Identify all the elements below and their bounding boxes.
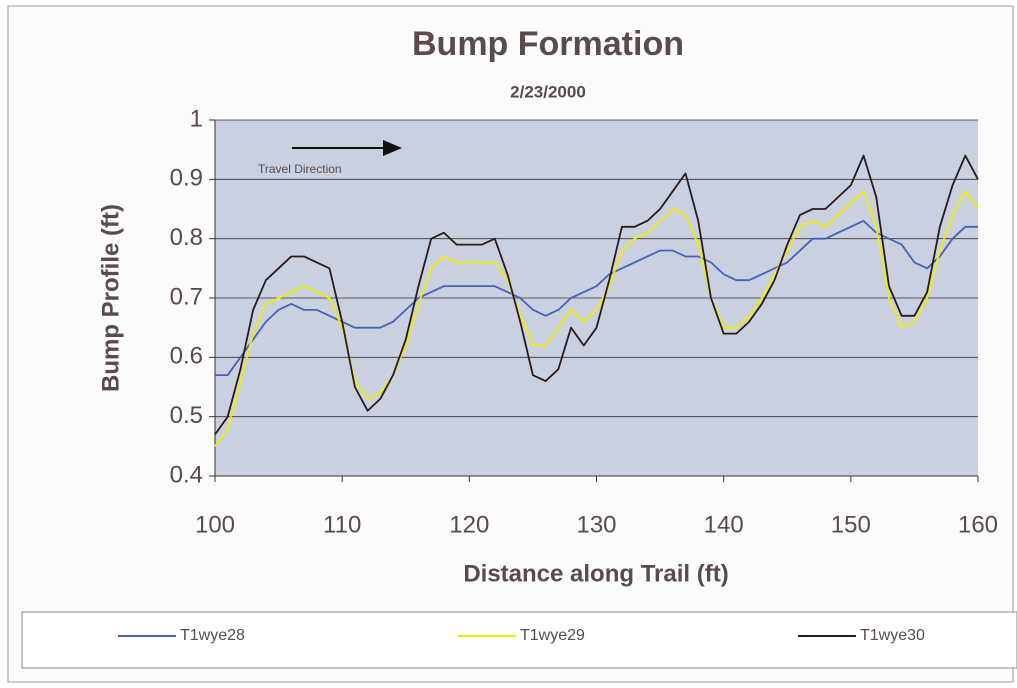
legend-label: T1wye28 <box>180 627 245 644</box>
annotation: Travel Direction <box>258 162 342 176</box>
legend-label: T1wye29 <box>520 627 585 644</box>
x-tick-label: 120 <box>449 511 489 538</box>
series-line <box>214 190 979 447</box>
chart-title: Bump Formation <box>412 25 684 63</box>
y-tick-label: 0.6 <box>170 343 203 370</box>
y-tick-label: 0.5 <box>170 402 203 429</box>
y-axis-label: Bump Profile (ft) <box>97 204 124 392</box>
x-tick-label: 130 <box>576 511 616 538</box>
y-tick-label: 1 <box>190 105 203 132</box>
x-tick-label: 110 <box>323 511 361 538</box>
x-tick-label: 100 <box>195 511 235 538</box>
x-tick-label: 140 <box>704 511 744 538</box>
x-tick-label: 150 <box>831 511 871 538</box>
legend-label: T1wye30 <box>860 627 925 644</box>
y-tick-label: 0.4 <box>170 461 203 488</box>
y-tick-label: 0.8 <box>170 224 203 251</box>
x-tick-label: 160 <box>958 511 998 538</box>
y-tick-label: 0.9 <box>170 165 203 192</box>
legend <box>21 611 1017 669</box>
series-line <box>214 154 979 435</box>
x-axis-label: Distance along Trail (ft) <box>463 560 728 587</box>
chart-subtitle: 2/23/2000 <box>510 82 586 101</box>
y-tick-label: 0.7 <box>170 283 203 310</box>
arrow-head <box>383 140 402 156</box>
